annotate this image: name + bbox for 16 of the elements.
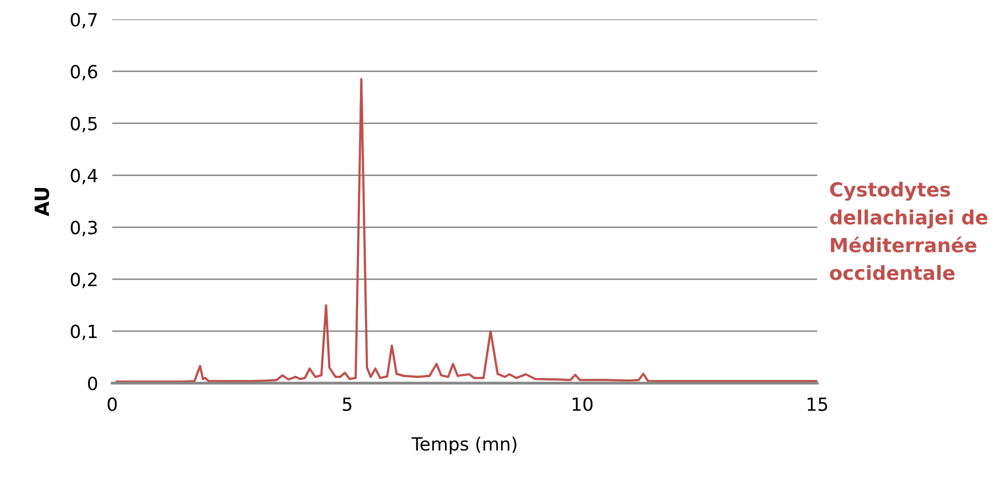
y-tick-label: 0,3 bbox=[70, 220, 97, 236]
y-tick-label: 0,4 bbox=[70, 168, 98, 184]
y-tick-label: 0,1 bbox=[70, 324, 97, 340]
line-series bbox=[116, 78, 818, 383]
y-tick-label: 0,2 bbox=[70, 272, 97, 288]
x-axis-title: Temps (mn) bbox=[411, 436, 516, 454]
y-tick-label: 0,7 bbox=[70, 12, 97, 28]
x-tick-label: 5 bbox=[342, 398, 352, 412]
x-tick-label: 15 bbox=[808, 398, 828, 412]
y-tick-label: 0,6 bbox=[70, 64, 98, 80]
y-tick-label: 0,5 bbox=[70, 116, 97, 132]
y-tick-label: 0 bbox=[88, 376, 98, 390]
x-tick-label: 0 bbox=[108, 397, 117, 412]
x-tick-label: 10 bbox=[572, 397, 593, 412]
text: Cystodytes dellachiajei de Méditerranée occidentale bbox=[830, 182, 988, 280]
y-axis-title: AU bbox=[34, 188, 50, 216]
